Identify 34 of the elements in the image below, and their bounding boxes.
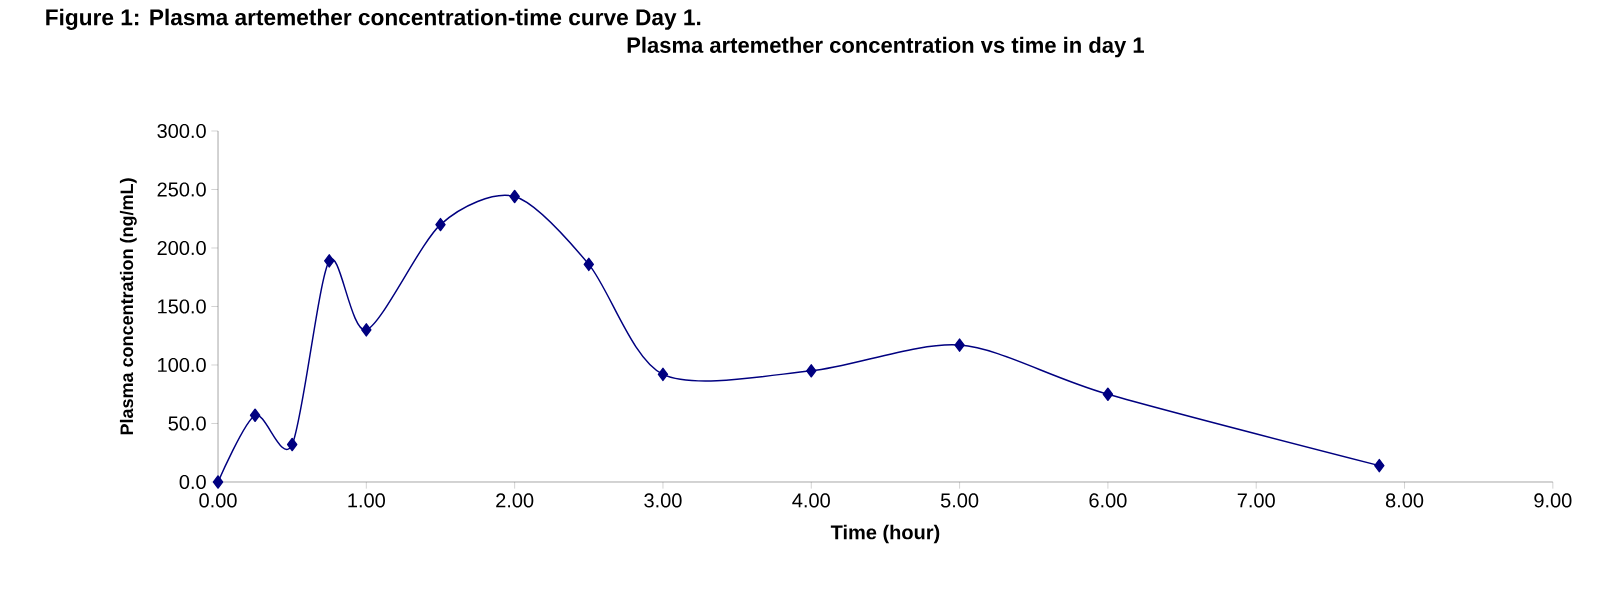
y-axis-title: Plasma concentration (ng/mL) [119,178,137,435]
point [212,475,224,489]
point [324,254,335,268]
chart-title: Plasma artemether concentration vs time in day 1 [627,36,1144,58]
y-tick-label: 300.0 [157,123,206,139]
x-tick-label: 1.00 [348,493,385,508]
point [509,189,520,204]
x-tick-label: 4.00 [792,493,830,508]
point [954,338,965,352]
x-tick-label: 2.00 [496,493,534,508]
y-tick-label: 200.0 [157,240,206,256]
x-tick-label: 8.00 [1385,493,1424,508]
point [435,217,446,232]
x-tick-label: 3.00 [644,493,682,508]
y-tick-label: 250.0 [157,182,206,197]
x-tick-label: 7.00 [1237,493,1275,508]
point [806,364,817,378]
y-tick-label: 100.0 [158,357,206,373]
x-tick-label: 5.00 [940,493,979,508]
x-axis-title: Time (hour) [830,524,940,544]
point [657,367,669,382]
x-tick-label: 6.00 [1089,493,1127,508]
y-tick-label: 0.0 [179,474,206,490]
point [583,257,595,272]
point [249,408,261,423]
point [286,437,298,452]
caption: Figure 1: Plasma artemether concentration-time curve Day 1. [46,8,701,30]
x-tick-label: 0.00 [199,493,237,508]
x-tick-label: 9.00 [1534,493,1572,508]
point [1102,387,1114,401]
y-tick-label: 50.0 [168,416,206,431]
y-tick-label: 150.0 [158,299,206,314]
point [361,323,372,337]
point [1374,458,1385,473]
